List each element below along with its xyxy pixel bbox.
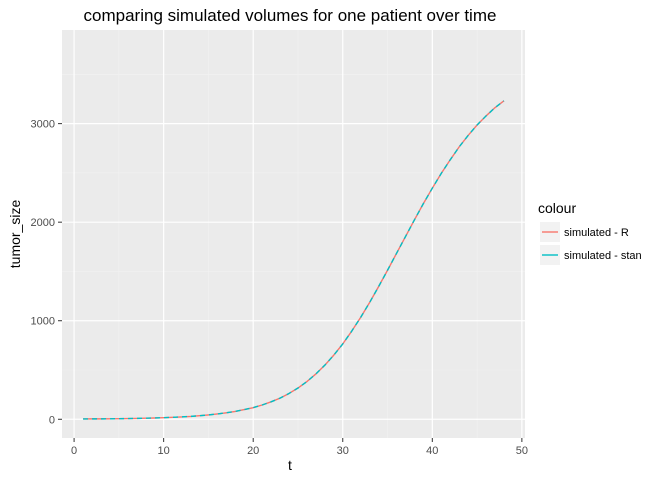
x-tick-label: 40 bbox=[426, 445, 438, 457]
series-point-simulated-stan bbox=[405, 236, 406, 237]
y-axis-title: tumor_size bbox=[7, 200, 23, 269]
legend: colour simulated - R simulated - stan bbox=[538, 200, 642, 265]
series-point-simulated-stan bbox=[315, 373, 316, 374]
series-point-simulated-stan bbox=[253, 407, 254, 408]
series-point-simulated-stan bbox=[181, 416, 182, 417]
series-point-simulated-stan bbox=[396, 253, 397, 254]
x-tick-label: 20 bbox=[247, 445, 259, 457]
series-point-simulated-stan bbox=[91, 418, 92, 419]
series-point-simulated-stan bbox=[441, 173, 442, 174]
legend-item-stan: simulated - stan bbox=[540, 245, 642, 265]
y-tick-label: 2000 bbox=[31, 217, 55, 229]
x-tick-labels: 0 10 20 30 40 50 bbox=[71, 445, 528, 457]
series-point-simulated-stan bbox=[127, 418, 128, 419]
series-point-simulated-stan bbox=[163, 417, 164, 418]
series-point-simulated-stan bbox=[217, 413, 218, 414]
legend-label-r: simulated - R bbox=[564, 227, 629, 239]
x-tick-label: 10 bbox=[158, 445, 170, 457]
series-point-simulated-stan bbox=[154, 417, 155, 418]
y-tick-label: 1000 bbox=[31, 316, 55, 328]
series-point-simulated-stan bbox=[109, 418, 110, 419]
series-point-simulated-stan bbox=[288, 393, 289, 394]
series-point-simulated-stan bbox=[360, 317, 361, 318]
series-point-simulated-stan bbox=[208, 414, 209, 415]
series-point-simulated-stan bbox=[423, 203, 424, 204]
series-point-simulated-stan bbox=[369, 302, 370, 303]
x-tick-label: 0 bbox=[71, 445, 77, 457]
x-tick-label: 30 bbox=[337, 445, 349, 457]
series-point-simulated-stan bbox=[145, 418, 146, 419]
series-point-simulated-stan bbox=[503, 100, 504, 101]
y-tick-label: 0 bbox=[49, 414, 55, 426]
series-point-simulated-stan bbox=[199, 415, 200, 416]
axis-ticks bbox=[58, 123, 523, 442]
series-point-simulated-stan bbox=[414, 219, 415, 220]
series-point-simulated-stan bbox=[324, 365, 325, 366]
series-point-simulated-stan bbox=[118, 418, 119, 419]
series-point-simulated-stan bbox=[244, 409, 245, 410]
series-line-simulated-r bbox=[83, 100, 505, 420]
series-point-simulated-stan bbox=[226, 412, 227, 413]
series-layer bbox=[82, 100, 505, 420]
series-point-simulated-stan bbox=[82, 418, 83, 419]
plot-panel bbox=[62, 30, 525, 438]
series-point-simulated-stan bbox=[432, 188, 433, 189]
grid-major bbox=[62, 30, 525, 438]
series-point-simulated-stan bbox=[387, 270, 388, 271]
series-point-simulated-stan bbox=[190, 416, 191, 417]
x-axis-title: t bbox=[288, 457, 292, 473]
y-tick-labels: 0 1000 2000 3000 bbox=[31, 119, 55, 427]
series-point-simulated-stan bbox=[100, 418, 101, 419]
series-point-simulated-stan bbox=[468, 135, 469, 136]
series-point-simulated-stan bbox=[271, 401, 272, 402]
series-point-simulated-stan bbox=[485, 115, 486, 116]
series-point-simulated-stan bbox=[136, 418, 137, 419]
series-point-simulated-stan bbox=[262, 404, 263, 405]
series-point-simulated-stan bbox=[351, 331, 352, 332]
series-point-simulated-stan bbox=[494, 107, 495, 108]
series-point-simulated-stan bbox=[235, 411, 236, 412]
grid-minor bbox=[62, 30, 525, 438]
legend-title: colour bbox=[538, 200, 576, 216]
series-point-simulated-stan bbox=[342, 343, 343, 344]
series-point-simulated-stan bbox=[297, 387, 298, 388]
series-point-simulated-stan bbox=[378, 286, 379, 287]
series-point-simulated-stan bbox=[333, 355, 334, 356]
legend-item-r: simulated - R bbox=[540, 222, 629, 242]
series-point-simulated-stan bbox=[306, 381, 307, 382]
series-point-simulated-stan bbox=[476, 124, 477, 125]
series-point-simulated-stan bbox=[172, 417, 173, 418]
legend-label-stan: simulated - stan bbox=[564, 250, 642, 262]
series-point-simulated-stan bbox=[459, 146, 460, 147]
series-point-simulated-stan bbox=[279, 397, 280, 398]
y-tick-label: 3000 bbox=[31, 119, 55, 131]
chart-title: comparing simulated volumes for one pati… bbox=[84, 6, 497, 25]
x-tick-label: 50 bbox=[516, 445, 528, 457]
series-point-simulated-stan bbox=[450, 159, 451, 160]
